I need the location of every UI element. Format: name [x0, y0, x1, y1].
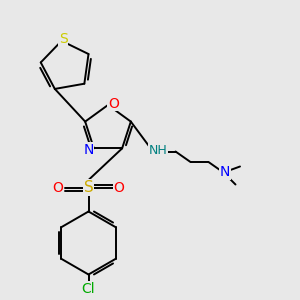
Text: O: O	[108, 97, 119, 110]
Text: N: N	[220, 166, 230, 179]
Text: O: O	[52, 181, 63, 194]
Text: Cl: Cl	[82, 282, 95, 296]
Text: N: N	[83, 143, 94, 157]
Text: S: S	[59, 32, 68, 46]
Text: O: O	[114, 181, 124, 194]
Text: S: S	[84, 180, 93, 195]
Text: NH: NH	[149, 143, 168, 157]
